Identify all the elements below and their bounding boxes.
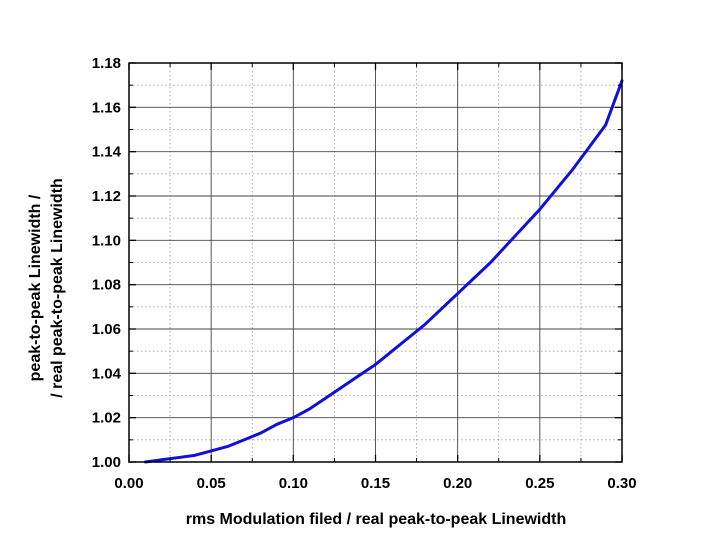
x-tick-label: 0.10 — [279, 475, 308, 492]
y-tick-label: 1.04 — [92, 365, 122, 382]
axis-ticks — [128, 62, 623, 463]
x-axis-title: rms Modulation filed / real peak-to-peak… — [186, 511, 567, 528]
y-axis-title-line-1: peak-to-peak Linewidth / — [27, 194, 44, 381]
y-tick-label: 1.06 — [92, 321, 121, 338]
y-tick-label: 1.18 — [92, 55, 121, 72]
x-tick-labels: 0.00 0.05 0.10 0.15 0.20 0.25 0.30 — [114, 475, 636, 492]
y-tick-label: 1.16 — [92, 99, 121, 116]
y-tick-label: 1.12 — [92, 188, 121, 205]
series-layer — [143, 79, 624, 464]
x-tick-label: 0.30 — [607, 475, 636, 492]
x-tick-label: 0.15 — [361, 475, 390, 492]
x-tick-label: 0.00 — [114, 475, 143, 492]
y-tick-labels: 1.00 1.02 1.04 1.06 1.08 1.10 1.12 1.14 1.16 1.18 — [92, 55, 122, 471]
y-axis-title-line-2: / real peak-to-peak Linewidth — [49, 178, 66, 398]
x-tick-label: 0.05 — [197, 475, 226, 492]
y-tick-label: 1.02 — [92, 410, 121, 427]
major-grid — [129, 63, 622, 462]
y-tick-label: 1.14 — [92, 144, 122, 161]
y-tick-label: 1.00 — [92, 454, 121, 471]
y-tick-label: 1.08 — [92, 277, 121, 294]
x-tick-label: 0.20 — [443, 475, 472, 492]
y-tick-label: 1.10 — [92, 232, 121, 249]
series-line — [143, 79, 624, 464]
y-axis-title-group: peak-to-peak Linewidth / / real peak-to-… — [27, 178, 66, 398]
minor-grid — [129, 63, 622, 462]
x-tick-label: 0.25 — [525, 475, 554, 492]
